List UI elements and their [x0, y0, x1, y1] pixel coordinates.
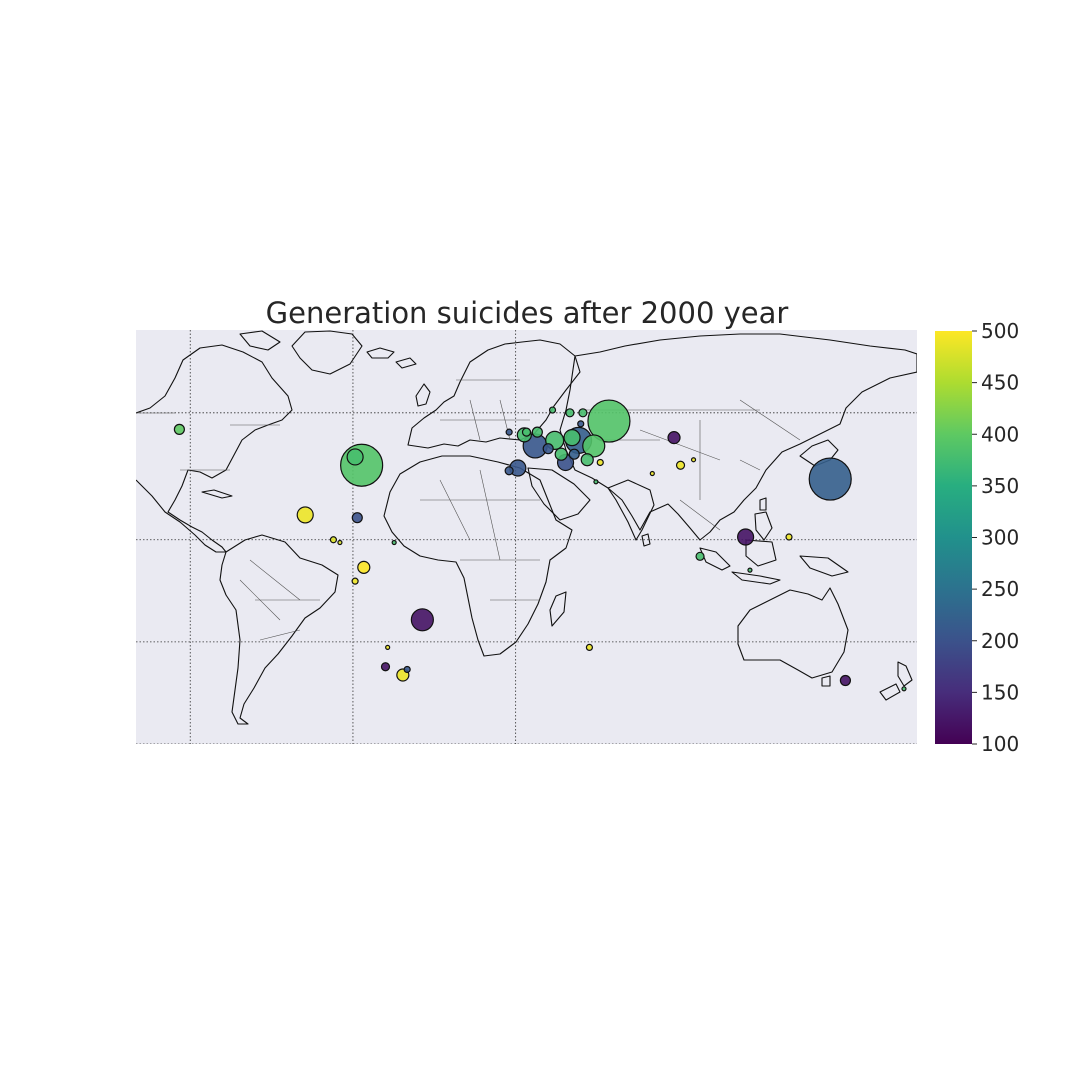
colorbar-tick-label: 350 — [981, 474, 1019, 498]
graticule — [136, 330, 917, 744]
data-bubble — [410, 608, 434, 632]
data-bubble — [357, 560, 371, 574]
data-bubble — [582, 434, 606, 458]
data-bubble — [585, 643, 594, 652]
bubble-layer — [173, 399, 907, 692]
data-bubble — [901, 686, 907, 692]
data-bubble — [340, 443, 384, 487]
data-bubble — [596, 458, 604, 467]
data-bubble — [385, 644, 391, 651]
data-bubble — [521, 427, 532, 437]
data-bubble — [173, 423, 185, 435]
data-bubble — [548, 406, 557, 414]
map-layer — [136, 330, 917, 744]
data-bubble — [351, 512, 363, 524]
data-bubble — [391, 539, 397, 546]
map-background — [136, 330, 917, 744]
data-bubble — [587, 399, 631, 443]
data-bubble — [565, 408, 575, 418]
data-bubble — [808, 457, 852, 501]
colorbar-tick-label: 400 — [981, 422, 1019, 446]
data-bubble — [542, 443, 554, 455]
data-bubble — [593, 479, 599, 485]
data-bubble — [675, 460, 686, 470]
colorbar-tick-label: 300 — [981, 526, 1019, 550]
data-bubble — [578, 408, 588, 418]
data-bubble — [504, 466, 514, 476]
chart-title: Generation suicides after 2000 year — [266, 296, 789, 330]
data-bubble — [568, 448, 580, 460]
data-bubble — [747, 567, 753, 573]
data-bubble — [649, 470, 655, 477]
colorbar-tick-label: 500 — [981, 319, 1019, 343]
data-bubble — [329, 536, 338, 544]
data-bubble — [690, 457, 697, 463]
coastlines — [136, 330, 917, 725]
colorbar-tick-label: 250 — [981, 577, 1019, 601]
data-bubble — [351, 577, 359, 585]
colorbar-tick-label: 450 — [981, 371, 1019, 395]
data-bubble — [737, 528, 755, 546]
data-bubble — [563, 429, 581, 447]
data-bubble — [785, 533, 793, 541]
data-bubble — [839, 674, 852, 687]
data-bubble — [296, 506, 314, 524]
colorbar-tick-label: 200 — [981, 629, 1019, 653]
data-bubble — [346, 448, 364, 466]
data-bubble — [505, 428, 513, 436]
country-borders — [136, 379, 801, 641]
data-bubble — [337, 539, 343, 546]
data-bubble — [577, 420, 585, 428]
colorbar-ticks: 100 150 200 250 300 350 400 450 500 — [972, 319, 1019, 756]
colorbar-tick-label: 100 — [981, 732, 1019, 756]
data-bubble — [380, 662, 391, 672]
data-bubble — [667, 431, 681, 445]
data-bubble — [554, 447, 568, 461]
data-bubble — [531, 426, 543, 438]
data-bubble — [580, 453, 594, 467]
data-bubble — [695, 551, 705, 561]
data-bubble — [403, 665, 411, 674]
colorbar — [935, 331, 972, 744]
colorbar-tick-label: 150 — [981, 680, 1019, 704]
